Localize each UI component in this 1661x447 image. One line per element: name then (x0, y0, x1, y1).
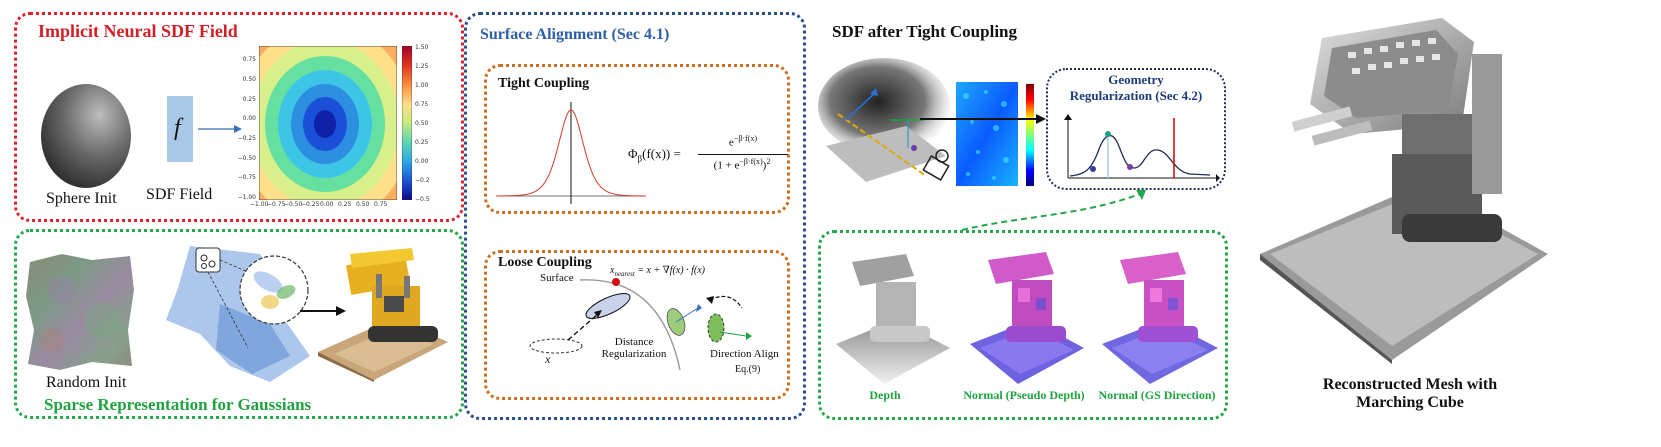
sdf-field-label: SDF Field (146, 186, 213, 203)
colorbar-tick: 1.25 (415, 63, 429, 70)
y-tick: −0.75 (237, 174, 256, 181)
f-symbol: f (174, 115, 181, 141)
normals-panel (818, 230, 1228, 420)
y-tick: 0.75 (242, 56, 256, 63)
distance-label: Distance (614, 336, 654, 348)
implicit-sdf-panel (14, 12, 464, 222)
colorbar-tick: 0.75 (415, 101, 429, 108)
sdf-after-title: SDF after Tight Coupling (832, 22, 1017, 41)
mesh-caption: Reconstructed Mesh with Marching Cube (1260, 376, 1560, 412)
x-nearest-rhs: = x + ∇f(x) · f(x) (634, 265, 705, 276)
plot-x-ticks: −1.00 −0.75 −0.50 −0.25 0.00 0.25 0.50 0… (250, 201, 400, 211)
x-tick: 0.75 (374, 201, 388, 208)
numerator-base: e (728, 136, 734, 149)
depth-colorbar (1026, 84, 1034, 186)
regularization-label: Regularization (601, 348, 667, 360)
normal-gs-direction-image (1102, 252, 1218, 384)
y-tick: 0.50 (242, 76, 256, 83)
sdf-depth-map (956, 82, 1018, 186)
tight-coupling-curve (496, 102, 646, 204)
x-tick: −0.25 (301, 201, 320, 208)
phi-formula: Φβ(f(x)) = e−β·f(x) (1 + e−β·f(x))2 (628, 134, 788, 178)
y-tick: −1.00 (237, 194, 256, 201)
x-tick: −0.50 (284, 201, 303, 208)
sparse-representation-title: Sparse Representation for Gaussians (44, 395, 312, 414)
x-tick: 0.25 (338, 201, 352, 208)
direction-align-label: Direction Align (710, 348, 779, 360)
phi-symbol: Φ (628, 146, 638, 161)
y-tick: 0.00 (242, 115, 256, 122)
colorbar-tick: 0.25 (415, 139, 429, 146)
colorbar-tick: 0.00 (415, 158, 429, 165)
x-nearest-formula: xnearest = x + ∇f(x) · f(x) (610, 265, 705, 278)
distance-regularization-label: Distance Regularization (594, 336, 674, 360)
denominator-b: ) (762, 159, 767, 172)
denominator-a: (1 + e (713, 159, 740, 172)
sphere-init-label: Sphere Init (46, 190, 117, 207)
surface-alignment-title: Surface Alignment (Sec 4.1) (480, 26, 670, 43)
sdf-network-box (167, 96, 193, 162)
arrow-to-render-icon (300, 306, 346, 316)
geometry-title-line2: Regularization (Sec 4.2) (1069, 88, 1203, 103)
mesh-caption-line1: Reconstructed Mesh with (1322, 376, 1498, 393)
x-nearest-x: x (610, 265, 615, 276)
surface-alignment-panel (464, 12, 806, 420)
x-tick: 0.50 (356, 201, 370, 208)
y-tick: 0.25 (242, 96, 256, 103)
camera-ray-scene (818, 58, 950, 182)
x-tick: −1.00 (250, 201, 269, 208)
geometry-curve-plot (1064, 114, 1220, 182)
loose-coupling-title: Loose Coupling (498, 255, 592, 270)
phi-argument: (f(x)) = (642, 146, 681, 161)
eq-label: Eq.(9) (735, 364, 761, 375)
colorbar-tick: 1.00 (415, 82, 429, 89)
random-init-label: Random Init (46, 374, 127, 391)
colorbar-tick: 0.50 (415, 120, 429, 127)
green-connector-arrow (961, 190, 1146, 231)
plot-y-ticks: 0.75 0.50 0.25 0.00 −0.25 −0.50 −0.75 −1… (236, 56, 256, 206)
numerator-exp: −β·f(x) (733, 134, 758, 143)
sdf-colorbar (402, 46, 412, 200)
colorbar-tick: −0.2 (415, 177, 430, 184)
implicit-sdf-title: Implicit Neural SDF Field (38, 21, 238, 41)
normal-pseudo-depth-image (970, 252, 1084, 384)
depth-caption: Depth (869, 388, 901, 402)
x-tick: −0.75 (267, 201, 286, 208)
denominator-exp: −β·f(x) (739, 157, 763, 166)
loose-coupling-box (484, 250, 790, 400)
denominator-power: 2 (766, 157, 771, 166)
x-tick: 0.00 (320, 201, 334, 208)
phi-subscript: β (637, 153, 643, 164)
colorbar-tick: 1.50 (415, 44, 429, 51)
y-tick: −0.50 (237, 155, 256, 162)
colorbar-tick: −0.5 (415, 196, 430, 203)
random-init-image (26, 254, 134, 370)
surface-label: Surface (540, 272, 574, 284)
tight-coupling-title: Tight Coupling (498, 76, 590, 91)
depth-render-image (836, 254, 950, 384)
reconstructed-mesh-image (1260, 18, 1548, 364)
arrow-to-geometry-icon (920, 114, 1046, 124)
colorbar-ticks: 1.50 1.25 1.00 0.75 0.50 0.25 0.00 −0.2 … (415, 44, 445, 204)
normal-pseudo-depth-caption: Normal (Pseudo Depth) (963, 388, 1085, 402)
sphere-init-image (41, 84, 131, 188)
tight-coupling-box (484, 64, 790, 214)
geometry-regularization-box (1046, 68, 1226, 190)
x-label: x (545, 352, 551, 366)
sdf-contour-plot (259, 46, 397, 200)
arrow-to-plot-icon (198, 125, 242, 133)
mesh-caption-line2: Marching Cube (1356, 394, 1464, 411)
lego-render-image (318, 248, 448, 382)
loose-coupling-diagram (529, 278, 752, 371)
normal-gs-direction-caption: Normal (GS Direction) (1098, 388, 1216, 402)
y-tick: −0.25 (237, 135, 256, 142)
x-nearest-sub: nearest (614, 270, 635, 278)
sparse-representation-panel (14, 229, 464, 419)
gaussian-zoom-circle (239, 255, 309, 325)
geometry-title-line1: Geometry (1108, 72, 1164, 87)
geometry-regularization-title: Geometry Regularization (Sec 4.2) (1046, 72, 1226, 104)
